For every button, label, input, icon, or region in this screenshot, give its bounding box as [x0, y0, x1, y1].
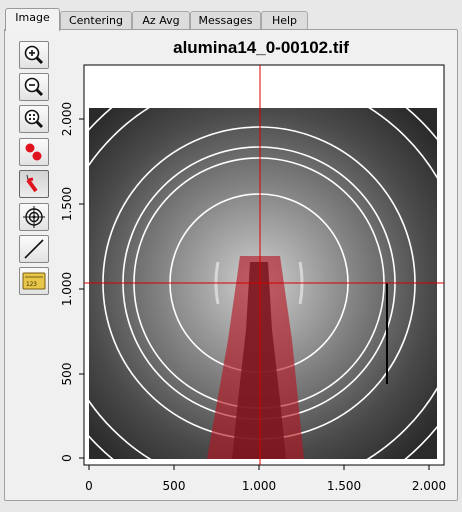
tab-centering[interactable]: Centering	[60, 11, 132, 29]
zoom-fit-icon	[24, 109, 44, 129]
x-axis	[88, 465, 430, 470]
mask-polygon-button[interactable]	[19, 170, 49, 198]
y-tick-label: 1.500	[60, 187, 74, 221]
zoom-in-icon	[24, 45, 44, 65]
tab-messages-label: Messages	[198, 14, 253, 27]
y-axis	[79, 118, 84, 459]
x-tick-label: 1.500	[327, 479, 361, 493]
x-tick-label: 500	[163, 479, 186, 493]
x-tick-label: 0	[85, 479, 93, 493]
mark-points-icon	[25, 143, 42, 161]
tab-az-avg[interactable]: Az Avg	[132, 11, 190, 29]
zoom-out-icon	[24, 77, 44, 97]
draw-line-icon	[24, 239, 44, 259]
x-tick-label: 2.000	[412, 479, 446, 493]
x-tick-label: 1.000	[242, 479, 276, 493]
y-tick-label: 2.000	[60, 102, 74, 136]
y-tick-label: 0	[60, 454, 74, 462]
colormap-icon-text: 123	[26, 281, 37, 288]
zoom-fit-button[interactable]	[19, 105, 49, 133]
draw-line-button[interactable]	[19, 235, 49, 263]
tab-messages[interactable]: Messages	[190, 11, 261, 29]
image-title: alumina14_0-00102.tif	[173, 38, 349, 57]
colormap-icon: 123	[22, 272, 46, 290]
tab-help[interactable]: Help	[261, 11, 308, 29]
center-target-icon	[23, 206, 45, 228]
mask-polygon-icon	[26, 174, 38, 193]
y-tick-label: 1.000	[60, 272, 74, 306]
mask-polygon[interactable]	[207, 256, 304, 459]
tab-bar: Image Centering Az Avg Messages Help	[4, 8, 458, 31]
center-target-button[interactable]	[19, 203, 49, 231]
tab-help-label: Help	[271, 14, 298, 27]
y-tick-label: 500	[60, 363, 74, 386]
tab-centering-label: Centering	[68, 14, 124, 27]
tab-image[interactable]: Image	[5, 8, 60, 31]
tab-az-avg-label: Az Avg	[142, 14, 180, 27]
colormap-button[interactable]: 123	[19, 267, 49, 295]
zoom-out-button[interactable]	[19, 73, 49, 101]
tab-image-label: Image	[15, 11, 50, 24]
zoom-in-button[interactable]	[19, 41, 49, 69]
mark-points-button[interactable]	[19, 138, 49, 166]
